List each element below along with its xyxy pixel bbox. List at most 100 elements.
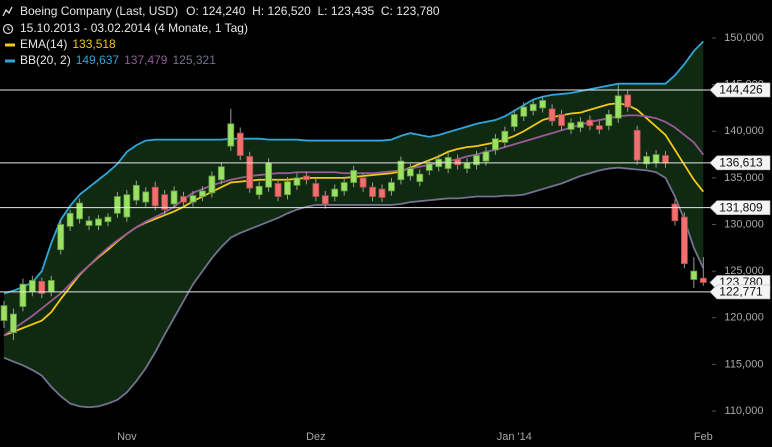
candle-body	[388, 182, 395, 192]
candle-body	[539, 100, 547, 109]
legend-name: BB(20, 2)	[20, 53, 71, 67]
legend-value: 133,518	[72, 37, 116, 51]
candle-body	[85, 220, 93, 226]
header-line: Boeing Company (Last, USD) O: 124,240 H: …	[20, 4, 440, 18]
candle-body	[605, 114, 613, 127]
x-tick-label: Jan '14	[497, 431, 532, 443]
candle-body	[558, 114, 565, 127]
indicator-line	[3, 166, 705, 409]
legend-entry: EMA(14) 133,518	[20, 37, 116, 51]
candle-body	[76, 202, 83, 220]
candle-body	[208, 175, 216, 194]
clock-icon	[2, 23, 14, 35]
candle-body	[189, 195, 197, 203]
candle-body	[161, 194, 169, 210]
candle-body	[406, 168, 414, 177]
level-box	[709, 284, 771, 300]
candle-body	[671, 203, 679, 222]
candle-body	[577, 121, 584, 128]
candle-body	[397, 160, 405, 181]
candle-body	[369, 186, 376, 197]
candle-body	[104, 216, 112, 223]
y-tick-label: 125,000	[724, 265, 764, 277]
header-title: Boeing Company (Last, USD)	[20, 4, 178, 18]
candle-body	[57, 224, 65, 251]
candle-body	[359, 177, 367, 188]
candle-body	[114, 196, 121, 214]
candle-body	[0, 305, 8, 321]
candle-body	[624, 94, 632, 108]
header-ohlc: O: 124,240 H: 126,520 L: 123,435 C: 123,…	[186, 4, 440, 18]
candle-body	[416, 173, 424, 183]
candle-body	[595, 125, 603, 130]
candle-body	[47, 280, 55, 293]
candle-body	[473, 155, 480, 166]
candle-body	[321, 195, 329, 205]
candle-body	[38, 280, 46, 294]
x-tick-label: Nov	[117, 431, 137, 443]
candle-body	[95, 218, 102, 226]
y-tick-label: 135,000	[724, 172, 764, 184]
x-tick-label: Dez	[306, 431, 326, 443]
candle-body	[652, 154, 660, 164]
level-label: 131,809	[719, 200, 763, 214]
candle-body	[265, 162, 273, 188]
candle-body	[463, 162, 471, 169]
candle-body	[274, 183, 282, 197]
legend-entry: BB(20, 2) 149,637 137,479 125,321	[20, 53, 216, 67]
header-period: 15.10.2013 - 03.02.2014 (4 Monate, 1 Tag…	[20, 21, 248, 35]
candle-body	[586, 119, 594, 127]
candle-body	[151, 186, 159, 207]
plot-area	[0, 40, 712, 409]
candle-body	[28, 280, 36, 293]
candle-body	[520, 106, 528, 117]
candle-body	[425, 163, 433, 171]
candle-body	[454, 158, 462, 166]
level-box	[709, 200, 771, 215]
candle-body	[227, 123, 235, 147]
clock-hand	[7, 26, 11, 31]
candle-body	[180, 196, 187, 203]
candle-body	[312, 183, 320, 197]
level-label: 136,613	[719, 156, 763, 170]
chart-icon	[2, 6, 13, 17]
candle-body	[699, 277, 707, 283]
candle-body	[132, 184, 140, 201]
candle-body	[482, 151, 490, 162]
legend-value: 125,321	[172, 53, 216, 67]
legend-name: EMA(14)	[20, 37, 67, 51]
y-tick-label: 140,000	[724, 125, 764, 137]
candle-body	[633, 129, 641, 161]
candle-body	[681, 216, 688, 265]
candle-body	[170, 190, 178, 205]
candle-body	[246, 156, 254, 189]
y-tick-label: 115,000	[725, 358, 764, 370]
candle-body	[123, 194, 131, 218]
candle-body	[614, 95, 622, 119]
band-fill	[4, 41, 704, 408]
candle-body	[510, 114, 518, 127]
y-tick-label: 120,000	[724, 312, 764, 324]
candle-body	[142, 191, 150, 203]
level-label: 144,426	[719, 83, 763, 97]
candle-body	[350, 170, 358, 183]
candle-body	[302, 175, 310, 181]
level-box	[709, 82, 771, 98]
legend-value: 149,637	[76, 53, 120, 67]
candle-body	[199, 190, 206, 197]
candle-body	[236, 132, 244, 156]
candle-body	[284, 181, 291, 196]
candle-body	[548, 108, 556, 122]
candle-body	[529, 103, 537, 112]
candle-body	[255, 185, 263, 196]
candle-body	[378, 188, 386, 198]
candle-body	[217, 166, 225, 181]
candle-body	[567, 122, 575, 130]
candle-body	[331, 188, 339, 197]
candle-body	[66, 212, 74, 227]
candle-body	[662, 155, 669, 164]
candle-body	[643, 156, 650, 165]
candle-body	[690, 270, 698, 280]
